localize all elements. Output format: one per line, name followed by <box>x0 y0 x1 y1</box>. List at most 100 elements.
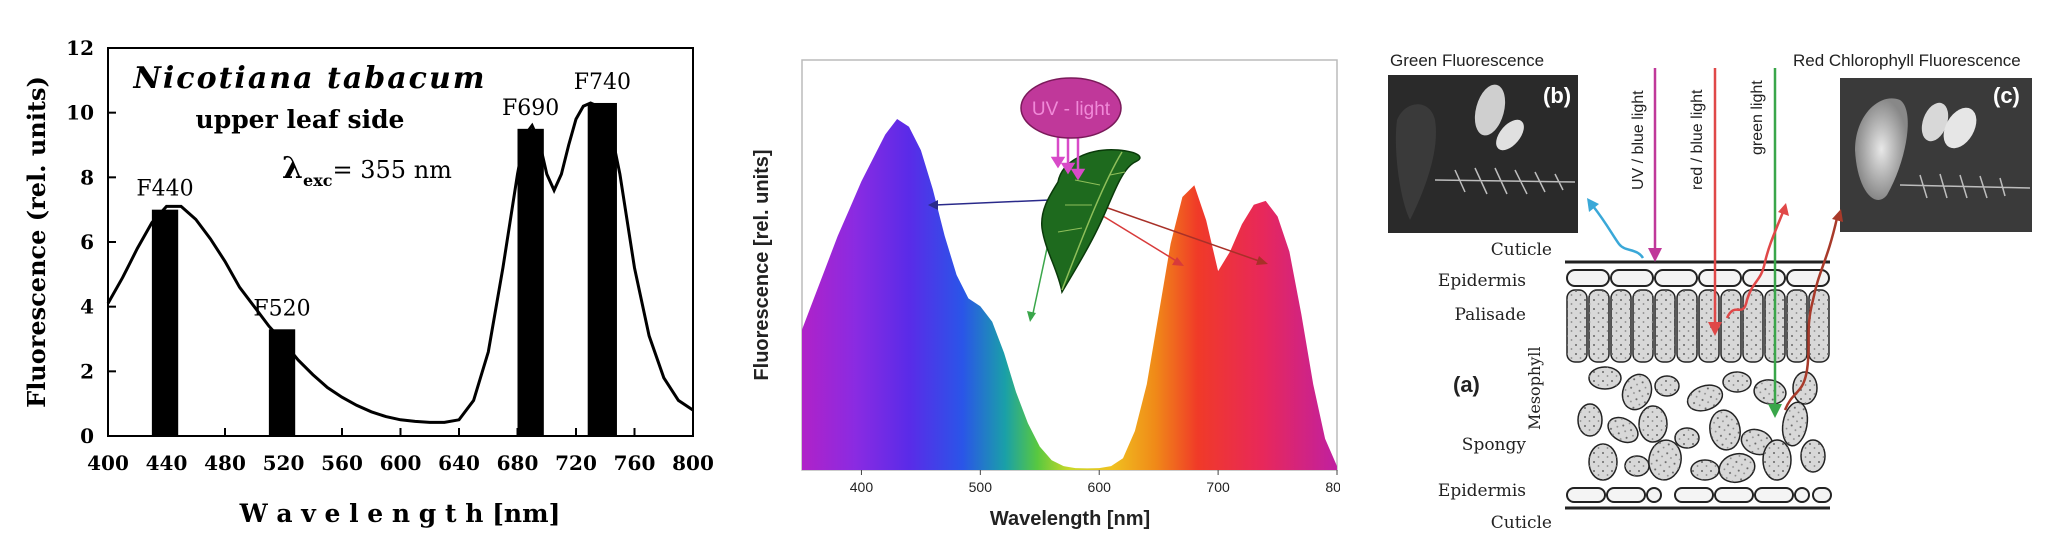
y-tick-label: 4 <box>80 295 94 319</box>
epidermis-cell <box>1754 487 1794 503</box>
x-tick-label: 440 <box>146 451 188 475</box>
band-f740 <box>587 102 617 436</box>
epidermis-cell <box>1698 269 1742 287</box>
epidermis-cell <box>1654 269 1698 287</box>
x-tick-label: 600 <box>1088 479 1112 495</box>
band-labels: F440 F520 F690 F740 <box>136 70 631 321</box>
leaf-icon <box>1041 149 1141 295</box>
x-tick-label: 720 <box>555 451 597 475</box>
epidermis-cell <box>1742 269 1786 287</box>
palisade-label: Palisade <box>1455 305 1527 325</box>
epidermis-cell <box>1646 487 1662 503</box>
spongy-cell-texture <box>1589 444 1617 480</box>
label-c: (c) <box>1993 83 2020 108</box>
lambda-symbol: λ <box>282 151 303 186</box>
palisade-cell-texture <box>1567 290 1587 362</box>
epidermis-bottom-label: Epidermis <box>1438 481 1526 501</box>
epidermis-cell <box>1786 269 1830 287</box>
spongy-cells <box>1577 366 1826 484</box>
x-tick-labels: 400 440 480 520 560 600 640 680 720 760 800 <box>87 428 714 475</box>
spongy-cell-texture <box>1625 456 1649 476</box>
band-f690 <box>517 128 544 437</box>
x-tick-labels: 400 500 600 700 800 <box>850 470 1340 495</box>
y-axis-label: Fluorescence (rel. units) <box>22 76 51 408</box>
palisade-cell-texture <box>1589 290 1609 362</box>
spongy-cell-texture <box>1793 372 1817 404</box>
palisade-cell-texture <box>1677 290 1697 362</box>
spongy-cell-texture <box>1782 402 1808 446</box>
spongy-cell-texture <box>1622 374 1652 410</box>
label-a: (a) <box>1453 372 1480 397</box>
band-label-f520: F520 <box>253 296 310 321</box>
x-axis-label: W a v e l e n g t h [nm] <box>239 499 561 528</box>
y-tick-label: 6 <box>80 230 94 254</box>
epidermis-cell <box>1674 487 1714 503</box>
x-tick-label: 560 <box>321 451 363 475</box>
emitted-fluorescence-arrows <box>1587 198 1843 411</box>
spongy-cell-texture <box>1763 440 1791 480</box>
spongy-cell-texture <box>1578 404 1602 436</box>
y-tick-label: 2 <box>80 359 94 383</box>
mesophyll-label: Mesophyll <box>1525 346 1544 430</box>
palisade-cell-texture <box>1743 290 1763 362</box>
red-fluorescence-photo: (c) <box>1840 78 2032 232</box>
y-tick-label: 12 <box>66 36 94 60</box>
x-tick-label: 600 <box>380 451 422 475</box>
band-label-f690: F690 <box>502 96 559 121</box>
epidermis-cell <box>1606 487 1646 503</box>
palisade-cell-texture <box>1655 290 1675 362</box>
fluorescence-bands <box>151 102 617 437</box>
palisade-cell-texture <box>1611 290 1631 362</box>
spongy-cell-texture <box>1608 417 1638 443</box>
spongy-cell-texture <box>1639 406 1667 442</box>
excitation-value: = 355 nm <box>333 156 453 184</box>
spongy-cell-texture <box>1648 440 1682 480</box>
cuticle-top-label: Cuticle <box>1491 240 1552 260</box>
spongy-cell-texture <box>1754 379 1786 405</box>
arrow-label-green: green light <box>1749 80 1766 155</box>
spectrum-line <box>106 101 694 424</box>
y-axis-label: Fluorescence [rel. units] <box>751 149 773 380</box>
epidermis-cell <box>1566 269 1610 287</box>
excitation-annotation: λexc= 355 nm <box>282 151 452 190</box>
epidermis-top-label: Epidermis <box>1438 271 1526 291</box>
epidermis-cell <box>1714 487 1754 503</box>
x-tick-label: 700 <box>1206 479 1230 495</box>
x-axis-label: Wavelength [nm] <box>990 508 1150 530</box>
chart-title: Nicotiana tabacum <box>132 61 486 96</box>
cuticle-bottom-label: Cuticle <box>1491 513 1552 533</box>
epidermis-cell <box>1610 269 1654 287</box>
emission-spectrum-chart: 400 500 600 700 800 UV - light Wavelength [n… <box>751 59 1340 530</box>
green-fluorescence-title: Green Fluorescence <box>1390 51 1544 70</box>
palisade-cell-texture <box>1721 290 1741 362</box>
spongy-cell-texture <box>1655 376 1679 396</box>
band-f520 <box>268 329 296 436</box>
epidermis-cell <box>1812 487 1832 503</box>
spongy-cell-texture <box>1723 372 1751 392</box>
x-tick-label: 800 <box>672 451 714 475</box>
band-f440 <box>151 209 179 436</box>
spongy-label: Spongy <box>1462 435 1527 455</box>
x-tick-label: 640 <box>438 451 480 475</box>
x-tick-label: 500 <box>969 479 993 495</box>
epidermis-cell <box>1794 487 1810 503</box>
spongy-cell-texture <box>1801 440 1825 472</box>
tobacco-fluorescence-chart: 400 440 480 520 560 600 640 680 720 760 800 0 2 4 6 8 1… <box>22 36 714 528</box>
band-label-f740: F740 <box>574 70 631 95</box>
x-tick-label: 680 <box>497 451 539 475</box>
uv-light-label: UV - light <box>1032 99 1111 120</box>
y-tick-label: 10 <box>66 101 94 125</box>
spongy-cell-texture <box>1741 429 1773 455</box>
leaf-cross-section-diagram: Green Fluorescence Red Chlorophyll Fluor… <box>1388 51 2032 533</box>
green-fluorescence-photo: (b) <box>1388 75 1578 233</box>
x-tick-label: 400 <box>87 451 129 475</box>
spongy-cell-texture <box>1691 460 1719 480</box>
chart-subtitle: upper leaf side <box>196 105 405 134</box>
epidermis-top-cells <box>1566 269 1830 287</box>
arrow-label-uv-blue: UV / blue light <box>1630 90 1647 190</box>
lambda-subscript: exc <box>303 171 333 190</box>
x-tick-label: 760 <box>614 451 656 475</box>
x-tick-label: 520 <box>263 451 305 475</box>
uv-light-source: UV - light <box>1020 77 1122 181</box>
y-tick-label: 8 <box>80 165 94 189</box>
